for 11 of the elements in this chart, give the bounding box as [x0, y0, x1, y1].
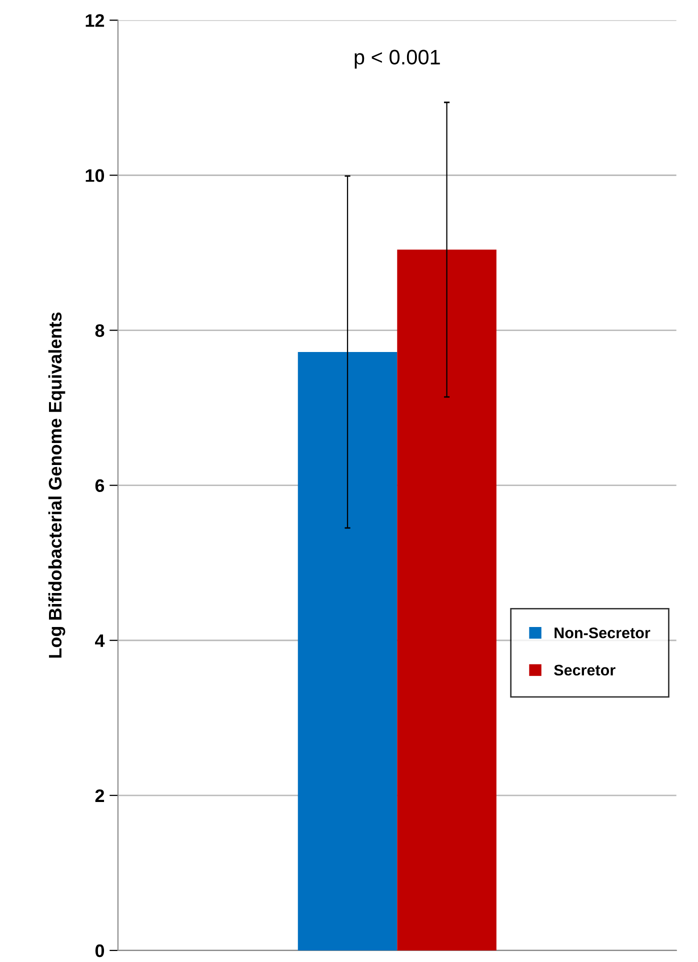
y-tick-label: 6 [95, 479, 104, 492]
y-tick-label: 0 [95, 944, 104, 958]
annotation: p < 0.001 [354, 50, 440, 69]
legend-label: Secretor [554, 664, 616, 676]
y-tick-label: 4 [95, 634, 105, 647]
y-tick-label: 12 [86, 14, 104, 27]
legend-label: Non-Secretor [554, 627, 650, 638]
y-tick-label: 2 [95, 789, 104, 802]
y-tick-label: 8 [95, 324, 104, 338]
y-axis-title: Log Bifidobacterial Genome Equivalents [48, 312, 66, 658]
y-tick-label: 10 [86, 169, 104, 182]
